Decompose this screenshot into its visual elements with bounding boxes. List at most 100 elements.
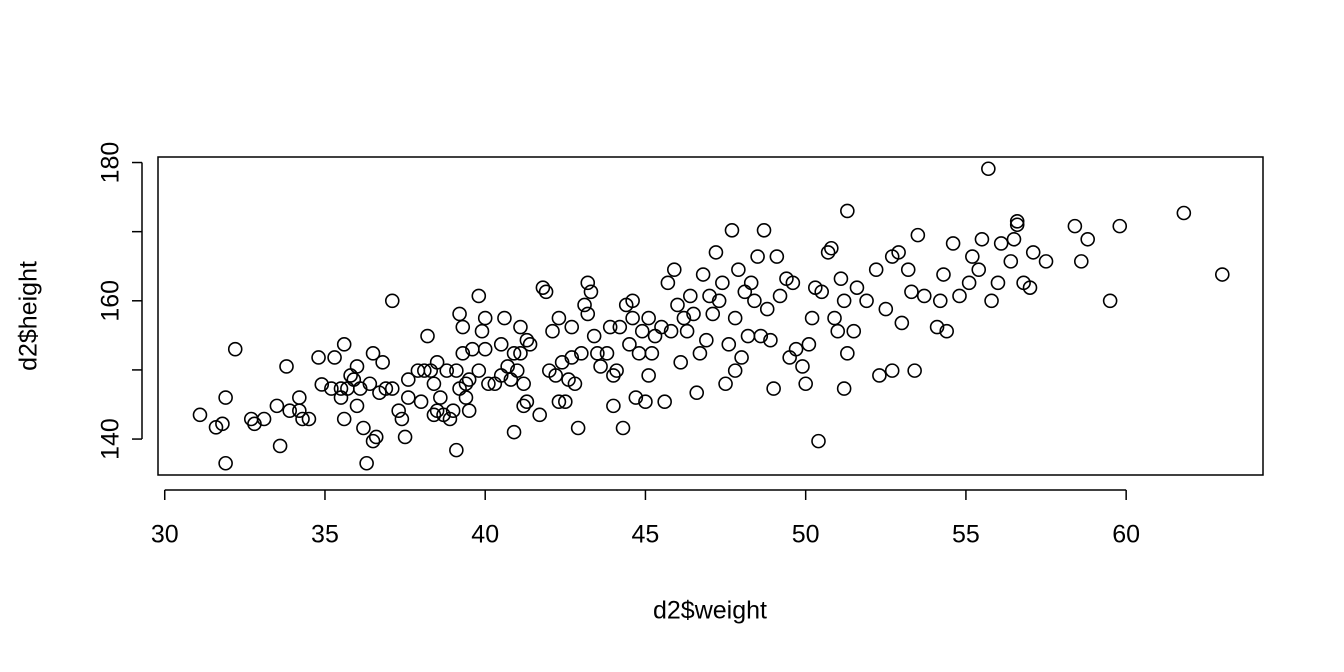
point [522, 337, 538, 352]
point [519, 332, 535, 348]
point [599, 346, 615, 361]
point [1003, 254, 1019, 269]
point [349, 359, 365, 374]
point [593, 359, 608, 374]
point [961, 275, 977, 291]
point [849, 280, 865, 295]
point [564, 319, 580, 335]
point [333, 390, 349, 405]
point [256, 411, 272, 427]
point [846, 323, 862, 339]
point [336, 411, 352, 427]
point [400, 372, 416, 387]
point [907, 363, 922, 378]
point [493, 337, 509, 352]
point [336, 337, 352, 352]
point [346, 372, 362, 387]
point [840, 203, 855, 219]
point [506, 424, 522, 440]
point [301, 411, 317, 427]
point [663, 323, 679, 339]
point [218, 390, 233, 405]
point [516, 398, 531, 414]
point [804, 310, 820, 326]
x-tick-label: 50 [792, 521, 820, 549]
point [1067, 218, 1083, 234]
point [606, 398, 621, 414]
point [474, 323, 490, 339]
point [433, 390, 448, 405]
point [564, 350, 580, 365]
point [1006, 231, 1022, 247]
x-tick-label: 55 [952, 521, 980, 549]
point [1009, 217, 1025, 233]
point [628, 390, 644, 405]
point [455, 346, 471, 361]
point [509, 363, 525, 378]
point [500, 359, 515, 374]
point [378, 381, 394, 396]
point [349, 398, 365, 414]
point [798, 376, 813, 392]
point [269, 398, 285, 414]
point [535, 280, 551, 295]
point [750, 249, 765, 264]
point [574, 346, 589, 361]
x-tick-label: 45 [632, 521, 660, 549]
point [670, 297, 685, 313]
point [429, 355, 445, 370]
point [577, 297, 592, 313]
point [769, 249, 785, 264]
point [519, 394, 535, 410]
point [458, 376, 474, 392]
point [766, 381, 781, 396]
point [836, 293, 852, 309]
point [545, 323, 560, 339]
point [641, 310, 656, 326]
point [471, 363, 487, 378]
point [644, 346, 660, 361]
point [580, 306, 596, 322]
point [445, 403, 461, 419]
point [359, 455, 374, 471]
point [1038, 254, 1054, 269]
x-axis-label: d2$weight [653, 597, 767, 625]
point [1073, 254, 1089, 269]
point [375, 355, 390, 370]
point [721, 337, 737, 352]
point [1214, 267, 1230, 282]
point [612, 319, 628, 335]
y-tick-label: 160 [97, 280, 125, 322]
point [343, 368, 358, 383]
point [497, 310, 512, 326]
point [1176, 205, 1192, 221]
point [279, 359, 294, 374]
point [965, 249, 980, 264]
point [311, 350, 326, 365]
point [830, 323, 846, 339]
point [272, 438, 288, 454]
x-tick-label: 35 [311, 521, 339, 549]
point [660, 275, 676, 291]
point [384, 381, 400, 396]
point [952, 288, 967, 304]
point [878, 301, 894, 317]
point [449, 363, 464, 378]
point [452, 306, 467, 322]
point [461, 372, 477, 387]
point [227, 341, 243, 357]
point [324, 381, 339, 396]
point [532, 407, 547, 423]
point [872, 368, 887, 383]
point [993, 236, 1009, 251]
point [894, 315, 910, 331]
point [759, 301, 775, 317]
point [708, 245, 724, 260]
point [679, 323, 695, 339]
point [788, 341, 804, 357]
point [1009, 213, 1025, 229]
point [413, 394, 429, 410]
point [1112, 218, 1128, 234]
point [824, 240, 839, 256]
point [724, 222, 740, 238]
